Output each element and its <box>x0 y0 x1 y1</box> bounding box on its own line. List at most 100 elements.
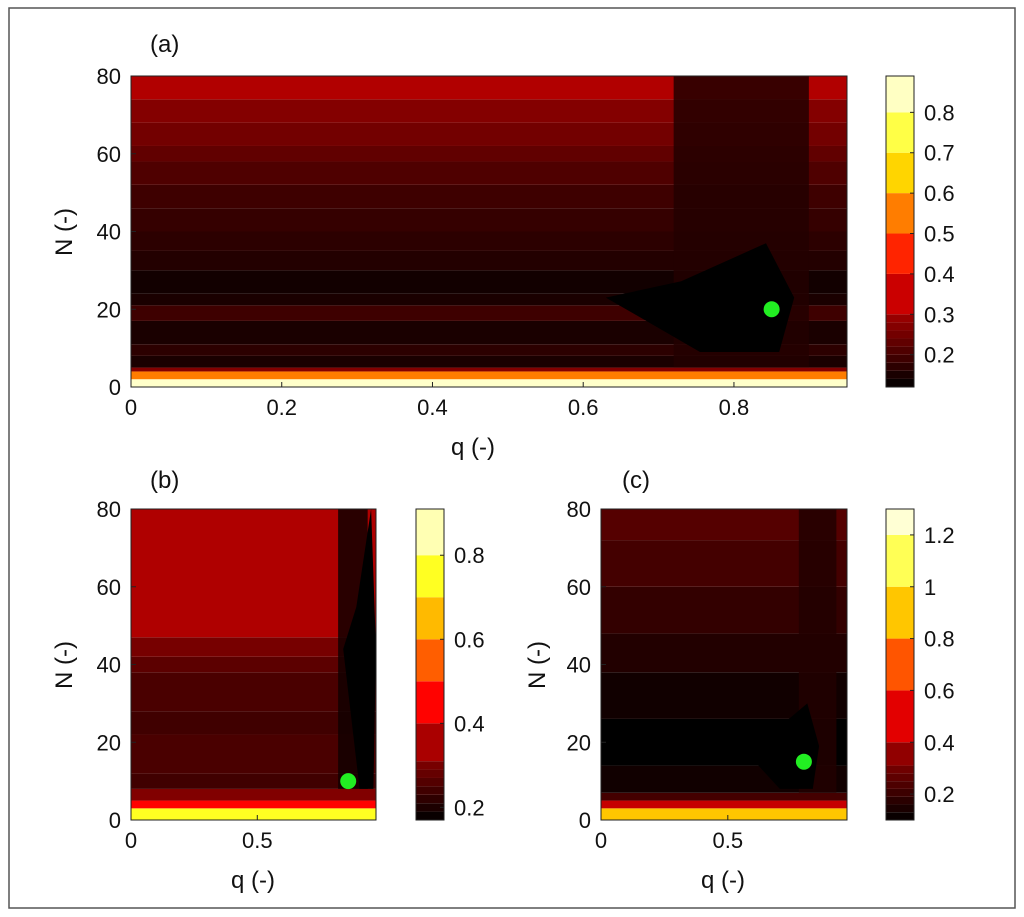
y-tick-label-a-4: 80 <box>97 64 121 89</box>
colorbar-tick-label-a-0: 0.2 <box>924 343 955 368</box>
colorbar-c: 0.2 0.4 0.6 0.8 1 1.2 <box>885 508 955 821</box>
colorbar-band-b-0 <box>416 811 444 820</box>
colorbar-tick-label-b-2: 0.6 <box>454 627 485 652</box>
plot-area-b <box>130 508 377 821</box>
y-tick-label-b-2: 40 <box>97 653 121 678</box>
contour-band-a-4 <box>131 344 847 356</box>
contour-band-b-1 <box>131 800 376 809</box>
contour-band-a-1 <box>131 371 847 380</box>
colorbar-band-b-9 <box>416 639 444 682</box>
colorbar-tick-label-a-4: 0.6 <box>924 181 955 206</box>
colorbar-band-b-5 <box>416 769 444 778</box>
colorbar-band-a-4 <box>886 346 914 355</box>
colorbar-band-a-11 <box>886 193 914 234</box>
x-axis-label-b: q (-) <box>231 867 275 894</box>
colorbar-band-c-8 <box>886 690 914 743</box>
colorbar-band-c-6 <box>886 765 914 774</box>
colorbar-band-b-12 <box>416 509 444 556</box>
colorbar-band-c-0 <box>886 812 914 820</box>
contour-band-b-9 <box>131 509 376 638</box>
colorbar-band-c-10 <box>886 586 914 639</box>
colorbar-band-b-3 <box>416 786 444 795</box>
y-tick-label-b-4: 80 <box>97 497 121 522</box>
colorbar-band-c-12 <box>886 509 914 535</box>
colorbar-tick-label-a-3: 0.5 <box>924 222 955 247</box>
colorbar-band-b-11 <box>416 555 444 598</box>
y-tick-label-a-0: 0 <box>109 375 121 400</box>
optimum-point-a <box>763 301 780 318</box>
y-tick-label-c-2: 40 <box>567 653 591 678</box>
colorbar-tick-label-b-0: 0.2 <box>454 795 485 820</box>
colorbar-band-a-2 <box>886 362 914 371</box>
y-ticks-b: 0 20 40 60 80 <box>97 497 136 833</box>
colorbar-band-a-8 <box>886 314 914 323</box>
contour-band-b-5 <box>131 711 376 735</box>
optimum-region-a <box>605 243 795 352</box>
colorbar-a: 0.2 0.3 0.4 0.5 0.6 0.7 0.8 <box>885 75 955 388</box>
y-ticks-a: 0 20 40 60 80 <box>97 64 136 400</box>
colorbar-tick-label-a-1: 0.3 <box>924 302 955 327</box>
colorbar-band-b-8 <box>416 681 444 724</box>
x-ticks-c: 0 0.5 <box>595 815 743 853</box>
x-tick-label-a-0: 0 <box>125 395 137 420</box>
contour-band-c-0 <box>601 808 847 820</box>
colorbar-band-c-3 <box>886 788 914 797</box>
contour-band-a-0 <box>131 379 847 387</box>
colorbar-band-a-6 <box>886 330 914 339</box>
colorbar-tick-label-a-5: 0.7 <box>924 141 955 166</box>
y-tick-label-b-1: 20 <box>97 730 121 755</box>
contour-band-a-3 <box>131 355 847 368</box>
contour-band-b-8 <box>131 637 376 657</box>
colorbar-band-a-0 <box>886 378 914 387</box>
plot-area-a <box>130 75 848 388</box>
contour-band-a-15 <box>131 122 847 146</box>
colorbar-band-b-2 <box>416 794 444 804</box>
colorbar-band-c-9 <box>886 638 914 691</box>
contour-band-a-9 <box>131 250 847 271</box>
colorbar-band-a-13 <box>886 112 914 153</box>
panel-label-b: (b) <box>150 467 179 494</box>
colorbar-tick-label-c-1: 0.4 <box>924 730 955 755</box>
x-ticks-a: 0 0.2 0.4 0.6 0.8 <box>125 382 749 420</box>
colorbar-band-a-1 <box>886 370 914 379</box>
contour-band-c-1 <box>601 800 847 809</box>
y-tick-label-c-1: 20 <box>567 730 591 755</box>
contour-band-a-14 <box>131 145 847 162</box>
contour-band-a-7 <box>131 293 847 306</box>
colorbar-band-a-9 <box>886 273 914 315</box>
contour-band-a-16 <box>131 99 847 123</box>
x-axis-label-a: q (-) <box>451 434 495 461</box>
colorbar-frame-c <box>885 508 915 821</box>
colorbar-tick-label-c-3: 0.8 <box>924 627 955 652</box>
contour-band-a-10 <box>131 231 847 251</box>
colorbar-band-a-14 <box>886 76 914 113</box>
contour-band-a-12 <box>131 184 847 209</box>
colorbar-band-b-6 <box>416 761 444 770</box>
colorbar-tick-label-c-4: 1 <box>924 575 936 600</box>
contour-band-b-6 <box>131 672 376 712</box>
colorbar-frame-b <box>415 508 445 821</box>
colorbar-band-c-7 <box>886 742 914 766</box>
optimum-point-c <box>795 753 812 770</box>
y-tick-label-c-4: 80 <box>567 497 591 522</box>
colorbar-band-a-10 <box>886 233 914 274</box>
colorbar-tick-label-b-3: 0.8 <box>454 543 485 568</box>
colorbar-band-a-3 <box>886 354 914 363</box>
contour-band-b-7 <box>131 656 376 673</box>
contour-band-b-2 <box>131 788 376 801</box>
contour-band-c-2 <box>601 792 847 801</box>
x-tick-label-c-0: 0 <box>595 828 607 853</box>
colorbar-band-a-7 <box>886 322 914 331</box>
colorbar-band-b-1 <box>416 803 444 812</box>
contour-band-a-2 <box>131 367 847 372</box>
y-tick-label-c-3: 60 <box>567 575 591 600</box>
colorbar-tick-label-b-1: 0.4 <box>454 711 485 736</box>
y-tick-label-b-0: 0 <box>109 808 121 833</box>
contour-band-b-0 <box>131 808 376 820</box>
y-axis-label-b: N (-) <box>51 641 78 689</box>
x-tick-label-b-1: 0.5 <box>242 828 273 853</box>
x-tick-label-a-1: 0.2 <box>266 395 297 420</box>
